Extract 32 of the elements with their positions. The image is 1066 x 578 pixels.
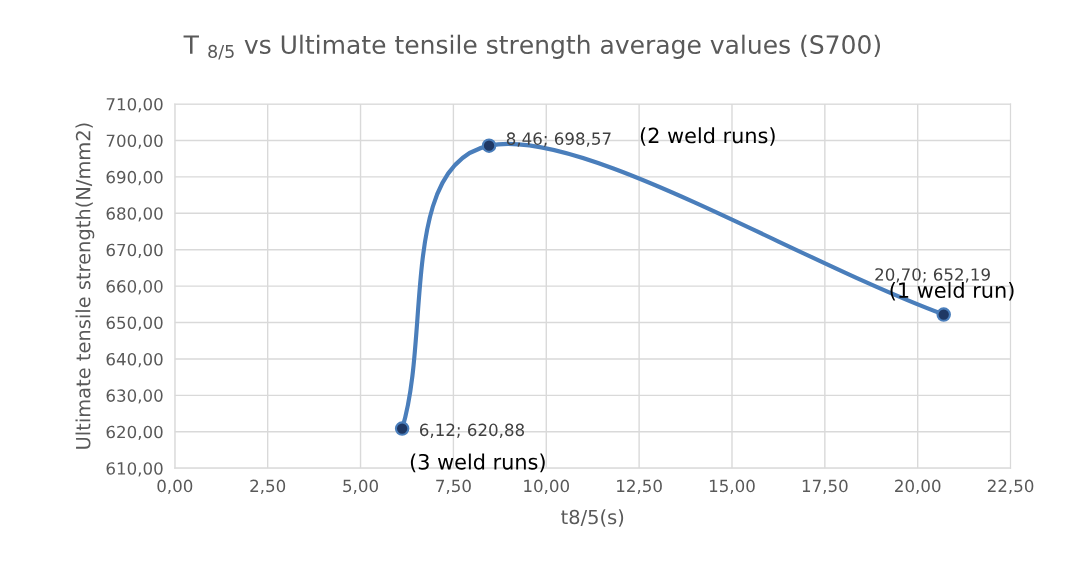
x-tick-label: 17,50: [802, 479, 848, 494]
x-tick-label: 5,00: [343, 479, 378, 494]
data-label: 20,70; 652,19: [875, 268, 990, 283]
x-tick-label: 10,00: [524, 479, 570, 494]
x-tick-label: 12,50: [617, 479, 662, 494]
x-tick-label: 2,50: [250, 479, 286, 494]
data-label: 8,46; 698,57: [506, 132, 611, 147]
point: [394, 421, 410, 436]
x-tick-label: 0,00: [157, 479, 193, 494]
y-tick-label: 620,00: [106, 425, 163, 441]
y-tick-label: 610,00: [106, 462, 163, 477]
y-tick-label: 660,00: [106, 280, 163, 295]
point: [481, 138, 497, 153]
y-tick-label: 630,00: [106, 389, 163, 404]
data-label: 6,12; 620,88: [419, 423, 525, 438]
x-tick-label: 20,00: [895, 479, 941, 494]
y-tick-label: 690,00: [106, 170, 163, 186]
y-tick-label: 670,00: [106, 243, 163, 258]
y-tick-label: 710,00: [106, 98, 163, 113]
x-axis-title: t8/5(s): [561, 509, 624, 527]
y-tick-label: 640,00: [106, 352, 163, 368]
y-tick-label: 680,00: [106, 207, 163, 222]
y-tick-label: 650,00: [106, 316, 163, 331]
x-tick-label: 7,50: [436, 479, 471, 494]
chart-title: T $_{8/5}$ vs Ultimate tensile strength average values (S700): [183, 34, 880, 60]
annotation: (3 weld runs): [410, 453, 545, 473]
x-tick-label: 15,00: [709, 479, 755, 494]
y-tick-label: 700,00: [106, 134, 163, 149]
x-tick-label: 22,50: [987, 479, 1034, 494]
point: [936, 307, 951, 322]
y-axis-title: Ultimate tensile strength(N/mm2): [75, 123, 95, 449]
annotation: (2 weld runs): [640, 127, 775, 146]
